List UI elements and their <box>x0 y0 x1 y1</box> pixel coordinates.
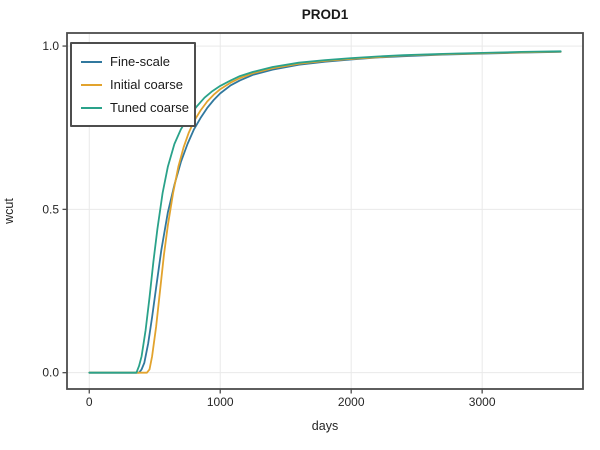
legend-label: Fine-scale <box>110 54 170 69</box>
legend-item-fine-scale: Fine-scale <box>81 50 184 73</box>
legend-label: Tuned coarse <box>110 100 190 115</box>
plot-border <box>66 32 584 390</box>
chart-title: PROD1 <box>301 7 349 22</box>
legend-item-initial-coarse: Initial coarse <box>81 73 184 96</box>
y-axis-label: wcut <box>2 198 16 224</box>
x-tick-label: 1000 <box>207 395 234 409</box>
y-tick-label: 1.0 <box>42 39 59 53</box>
legend: Fine-scale Initial coarse Tuned coarse <box>70 42 196 127</box>
initial-coarse-line-swatch <box>81 83 102 86</box>
legend-label: Initial coarse <box>110 77 183 92</box>
y-tick-label: 0.5 <box>42 202 59 216</box>
legend-item-tuned-coarse: Tuned coarse <box>81 96 189 119</box>
tuned-coarse-line-swatch <box>81 106 102 109</box>
x-tick-label: 3000 <box>469 395 496 409</box>
x-tick-label: 0 <box>86 395 93 409</box>
x-axis-label: days <box>311 419 339 433</box>
x-tick-label: 2000 <box>338 395 365 409</box>
series-line-tuned-coarse <box>88 50 562 374</box>
fine-scale-line-swatch <box>81 60 102 63</box>
y-tick-label: 0.0 <box>42 366 59 380</box>
